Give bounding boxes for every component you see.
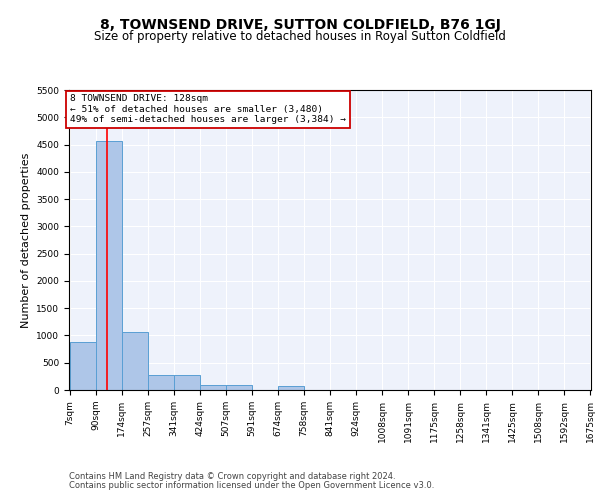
Bar [278,386,304,390]
Text: 8 TOWNSEND DRIVE: 128sqm
← 51% of detached houses are smaller (3,480)
49% of sem: 8 TOWNSEND DRIVE: 128sqm ← 51% of detach… [70,94,346,124]
Text: 8, TOWNSEND DRIVE, SUTTON COLDFIELD, B76 1GJ: 8, TOWNSEND DRIVE, SUTTON COLDFIELD, B76… [100,18,500,32]
Bar [122,332,148,390]
Text: Contains HM Land Registry data © Crown copyright and database right 2024.: Contains HM Land Registry data © Crown c… [69,472,395,481]
Bar [70,342,95,390]
Bar [200,385,226,390]
Bar [148,376,174,390]
Bar [174,376,200,390]
Text: Size of property relative to detached houses in Royal Sutton Coldfield: Size of property relative to detached ho… [94,30,506,43]
Bar [226,385,252,390]
Text: Contains public sector information licensed under the Open Government Licence v3: Contains public sector information licen… [69,481,434,490]
Y-axis label: Number of detached properties: Number of detached properties [21,152,31,328]
Bar [95,140,122,390]
